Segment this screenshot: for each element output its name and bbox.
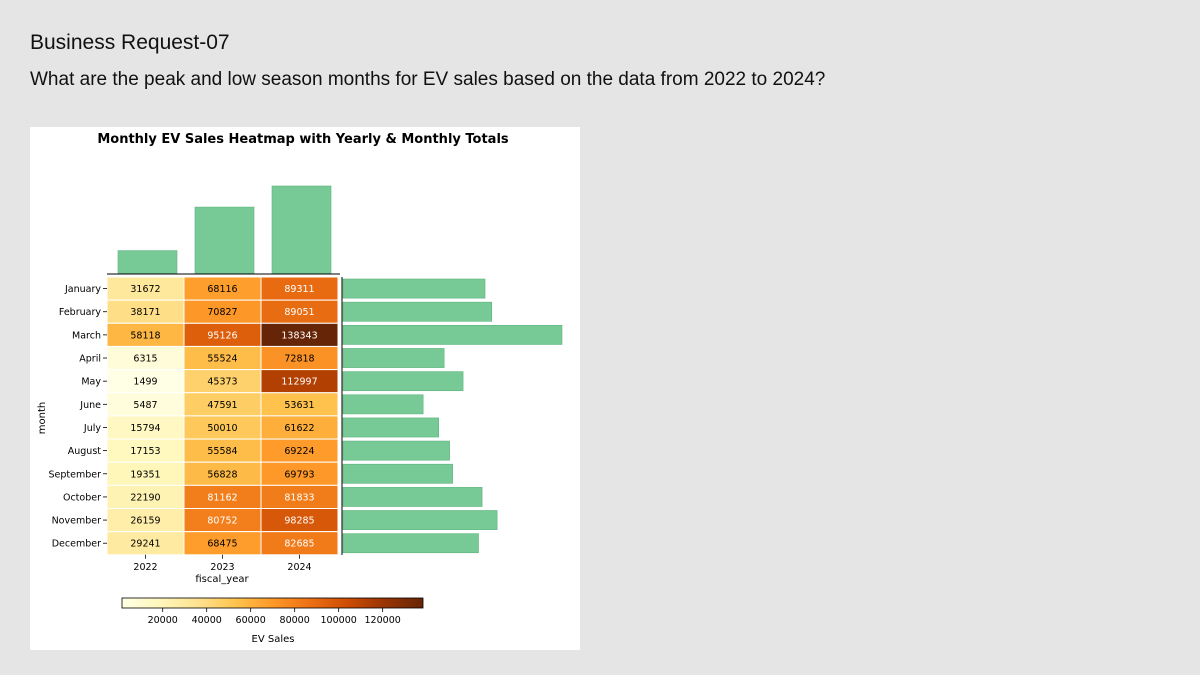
heatmap-cell-value: 56828 — [207, 469, 237, 480]
y-tick-label: July — [83, 423, 101, 434]
y-tick-label: January — [64, 284, 101, 295]
heatmap-cell-value: 81162 — [207, 492, 237, 503]
y-tick-label: December — [52, 539, 101, 550]
y-tick-label: April — [79, 354, 101, 365]
yearly-total-bar — [194, 206, 255, 275]
heatmap-cell-value: 55584 — [207, 446, 237, 457]
chart-title: Monthly EV Sales Heatmap with Yearly & M… — [97, 132, 509, 147]
x-axis-label: fiscal_year — [195, 574, 249, 585]
heatmap-cell-value: 89051 — [284, 307, 314, 318]
heatmap-cell-value: 5487 — [133, 400, 157, 411]
monthly-total-bar — [342, 417, 440, 438]
chart-panel: Monthly EV Sales Heatmap with Yearly & M… — [30, 127, 580, 650]
y-tick-label: May — [81, 377, 101, 388]
x-tick-label: 2022 — [133, 562, 157, 573]
heatmap-cell-value: 47591 — [207, 400, 237, 411]
colorbar-ticks: 20000 40000 60000 80000 100000 120000 — [148, 608, 401, 626]
heatmap-cell-value: 6315 — [133, 354, 157, 365]
colorbar-tick-label: 60000 — [236, 615, 266, 626]
heatmap-cell-value: 26159 — [130, 516, 160, 527]
heatmap-cell-value: 61622 — [284, 423, 314, 434]
x-tick-label: 2023 — [210, 562, 234, 573]
heatmap-cell-value: 80752 — [207, 516, 237, 527]
monthly-total-bar — [342, 463, 453, 484]
heatmap-cell-value: 22190 — [130, 492, 160, 503]
heatmap-cell-value: 68116 — [207, 284, 237, 295]
heatmap-cell-value: 15794 — [130, 423, 160, 434]
heatmap-cell-value: 1499 — [133, 377, 157, 388]
heatmap-cell-value: 58118 — [130, 330, 160, 341]
x-tick-label: 2024 — [287, 562, 311, 573]
heatmap-chart: Monthly EV Sales Heatmap with Yearly & M… — [37, 132, 563, 645]
monthly-total-bar — [342, 440, 450, 461]
heatmap-cell-value: 112997 — [281, 377, 317, 388]
heatmap-cell-value: 81833 — [284, 492, 314, 503]
year-tick-labels: 2022 2023 2024 — [133, 554, 312, 573]
heatmap-cell-value: 82685 — [284, 539, 314, 550]
monthly-total-bar — [342, 394, 424, 415]
month-tick-labels: January February March April May June July Augu… — [48, 284, 107, 550]
heatmap-cell-value: 19351 — [130, 469, 160, 480]
heatmap-cell-value: 95126 — [207, 330, 237, 341]
heatmap-cell-value: 98285 — [284, 516, 314, 527]
yearly-totals-bars — [117, 185, 332, 275]
heatmap-cell-value: 55524 — [207, 354, 237, 365]
colorbar-tick-label: 120000 — [365, 615, 401, 626]
y-tick-label: October — [63, 492, 101, 503]
heatmap-cell-value: 70827 — [207, 307, 237, 318]
heatmap-cell-value: 89311 — [284, 284, 314, 295]
heatmap-cell-value: 53631 — [284, 400, 314, 411]
colorbar-tick-label: 40000 — [192, 615, 222, 626]
page-title: Business Request-07 — [30, 31, 230, 54]
heatmap-cell-value: 69793 — [284, 469, 314, 480]
heatmap-cell-value: 68475 — [207, 539, 237, 550]
yearly-total-bar — [117, 250, 178, 275]
heatmap-cell-value: 72818 — [284, 354, 314, 365]
heatmap-cell-value: 69224 — [284, 446, 314, 457]
heatmap-cells: 31672 68116 89311 38171 70827 89051 58118 95126… — [106, 276, 339, 556]
page-subtitle: What are the peak and low season months … — [30, 69, 826, 90]
monthly-totals-bars — [342, 278, 563, 554]
y-tick-label: September — [48, 469, 101, 480]
y-axis-label: month — [37, 402, 48, 434]
monthly-total-bar — [342, 278, 486, 299]
colorbar-label: EV Sales — [252, 634, 295, 645]
heatmap-cell-value: 138343 — [281, 330, 317, 341]
y-tick-label: November — [52, 516, 102, 527]
monthly-total-bar — [342, 301, 493, 322]
y-tick-label: August — [68, 446, 102, 457]
monthly-total-bar — [342, 533, 479, 554]
heatmap-cell-value: 45373 — [207, 377, 237, 388]
monthly-total-bar — [342, 371, 464, 392]
colorbar-tick-label: 80000 — [280, 615, 310, 626]
y-tick-label: June — [79, 400, 101, 411]
y-tick-label: March — [72, 330, 101, 341]
heatmap-cell-value: 50010 — [207, 423, 237, 434]
monthly-total-bar — [342, 510, 498, 530]
colorbar-tick-label: 100000 — [321, 615, 357, 626]
yearly-total-bar — [271, 185, 332, 275]
heatmap-cell-value: 17153 — [130, 446, 160, 457]
colorbar — [121, 597, 424, 609]
heatmap-cell-value: 29241 — [130, 539, 160, 550]
monthly-total-bar — [342, 487, 483, 507]
monthly-total-bar — [342, 348, 445, 368]
heatmap-cell-value: 31672 — [130, 284, 160, 295]
monthly-total-bar — [342, 325, 563, 345]
y-tick-label: February — [59, 307, 101, 318]
colorbar-tick-label: 20000 — [148, 615, 178, 626]
heatmap-cell-value: 38171 — [130, 307, 160, 318]
